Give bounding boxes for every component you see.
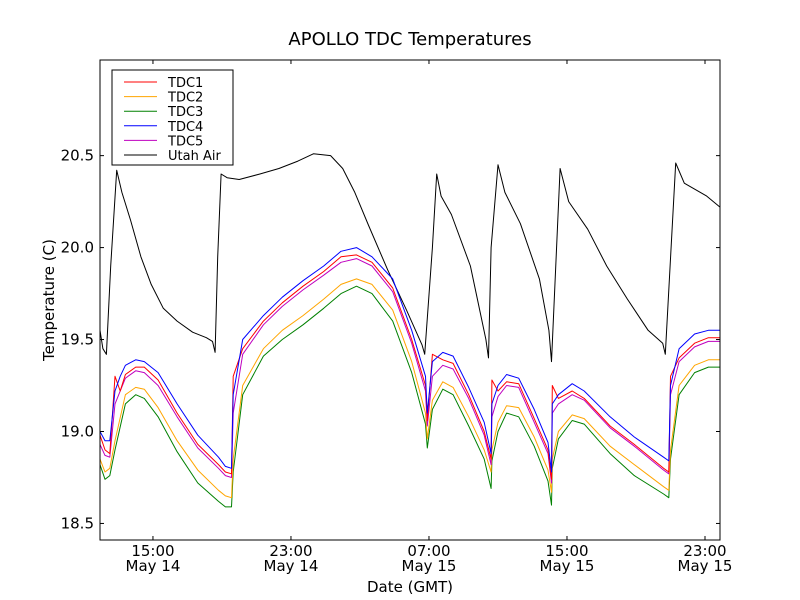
x-tick-label-time: 23:00 bbox=[269, 542, 312, 560]
legend-label-tdc3: TDC3 bbox=[167, 105, 203, 120]
series-layer bbox=[100, 153, 720, 508]
series-line-tdc3 bbox=[100, 285, 720, 508]
chart-title: APOLLO TDC Temperatures bbox=[288, 29, 531, 50]
y-tick-label: 19.0 bbox=[61, 422, 94, 440]
x-tick-label-time: 15:00 bbox=[131, 542, 174, 560]
legend-label-tdc5: TDC5 bbox=[167, 134, 203, 149]
series-line-tdc4 bbox=[100, 247, 720, 473]
legend-label-tdc4: TDC4 bbox=[167, 120, 203, 135]
y-tick-label: 20.5 bbox=[61, 147, 94, 165]
legend-label-tdc1: TDC1 bbox=[167, 76, 203, 91]
x-tick-label-time: 23:00 bbox=[683, 542, 726, 560]
x-tick-label-date: May 14 bbox=[126, 557, 181, 575]
series-line-utah-air bbox=[100, 153, 720, 363]
y-tick-label: 20.0 bbox=[61, 239, 94, 257]
legend-box bbox=[111, 69, 234, 166]
x-tick-label-date: May 14 bbox=[264, 557, 319, 575]
legend-label-tdc2: TDC2 bbox=[167, 91, 203, 106]
y-axis: 18.5 19.0 19.5 20.0 20.5 bbox=[61, 147, 720, 532]
plot-frame bbox=[99, 59, 721, 541]
x-tick-label-date: May 15 bbox=[678, 557, 733, 575]
series-line-tdc2 bbox=[100, 278, 720, 499]
x-tick-label-time: 07:00 bbox=[407, 542, 450, 560]
x-tick-label-date: May 15 bbox=[402, 557, 457, 575]
y-tick-label: 18.5 bbox=[61, 514, 94, 532]
x-axis-label: Date (GMT) bbox=[367, 578, 453, 596]
x-tick-label-date: May 15 bbox=[540, 557, 595, 575]
series-line-tdc5 bbox=[100, 258, 720, 484]
x-tick-label-time: 15:00 bbox=[545, 542, 588, 560]
y-tick-label: 19.5 bbox=[61, 331, 94, 349]
y-axis-label: Temperature (C) bbox=[40, 239, 58, 362]
legend-label-utah-air: Utah Air bbox=[168, 149, 221, 164]
series-line-tdc1 bbox=[100, 254, 720, 480]
